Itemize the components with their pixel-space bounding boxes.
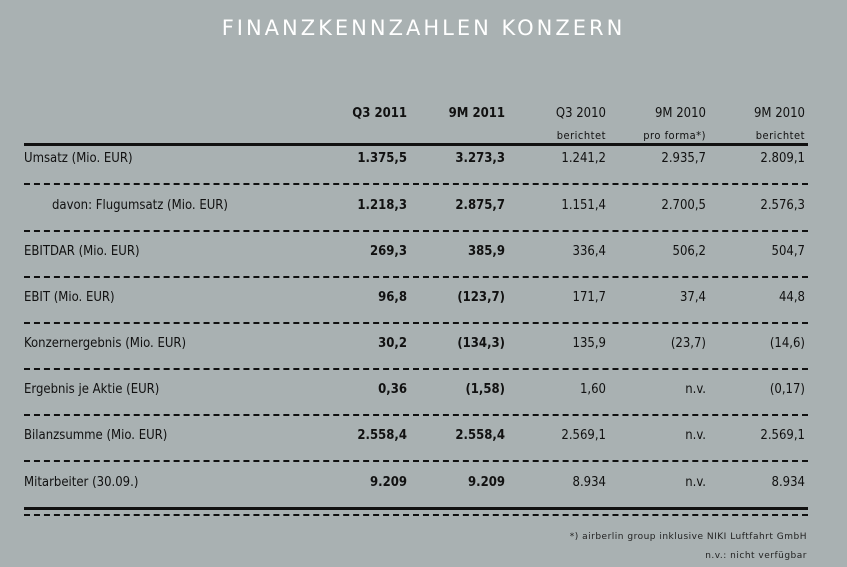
table-cell: 2.558,4 [357,428,407,443]
column-header: 9M 2010 [654,106,706,121]
table-cell: 135,9 [572,336,606,351]
table-cell: 1.151,4 [561,198,606,213]
table-cell: 37,4 [679,290,706,305]
table-cell: (123,7) [457,290,505,305]
row-divider [24,322,808,324]
table-cell: 385,9 [468,244,505,259]
table-cell: 1.375,5 [357,151,407,166]
table-cell: 1,60 [579,382,606,397]
row-divider [24,183,808,185]
table-cell: 8.934 [572,475,606,490]
table-cell: 3.273,3 [455,151,505,166]
table-cell: n.v. [685,382,706,397]
column-subheader: pro forma*) [643,129,706,142]
row-label: EBIT (Mio. EUR) [24,290,115,305]
row-divider [24,414,808,416]
table-cell: 44,8 [778,290,805,305]
table-cell: (14,6) [769,336,805,351]
table-cell: 9.209 [370,475,407,490]
footer-rule [24,507,808,510]
table-cell: 2.875,7 [455,198,505,213]
table-cell: 9.209 [468,475,505,490]
row-label: Bilanzsumme (Mio. EUR) [24,428,168,443]
row-divider [24,460,808,462]
table-cell: (1,58) [465,382,505,397]
row-divider [24,276,808,278]
footer-divider [24,514,808,516]
table-cell: 96,8 [378,290,407,305]
table-cell: (0,17) [769,382,805,397]
column-subheader: berichtet [556,129,606,142]
table-cell: 336,4 [572,244,606,259]
table-cell: 506,2 [672,244,706,259]
table-cell: 2.700,5 [661,198,706,213]
table-cell: 2.576,3 [760,198,805,213]
table-cell: (23,7) [670,336,706,351]
row-label: davon: Flugumsatz (Mio. EUR) [52,198,228,213]
table-cell: 30,2 [378,336,407,351]
table-cell: 2.569,1 [760,428,805,443]
table-cell: 1.241,2 [561,151,606,166]
table-cell: 269,3 [370,244,407,259]
table-cell: n.v. [685,428,706,443]
table-cell: 2.569,1 [561,428,606,443]
table-cell: 1.218,3 [357,198,407,213]
column-header: 9M 2011 [448,106,505,121]
table-cell: n.v. [685,475,706,490]
table-cell: 2.935,7 [661,151,706,166]
table-cell: 0,36 [378,382,407,397]
row-label: Ergebnis je Aktie (EUR) [24,382,160,397]
row-divider [24,230,808,232]
footnote-pro-forma: *) airberlin group inklusive NIKI Luftfa… [569,532,807,542]
row-label: Konzernergebnis (Mio. EUR) [24,336,187,351]
table-cell: 2.558,4 [455,428,505,443]
page-title: FINANZKENNZAHLEN KONZERN [221,16,626,40]
row-label: Mitarbeiter (30.09.) [24,475,139,490]
column-header: 9M 2010 [753,106,805,121]
column-header: Q3 2011 [352,106,407,121]
table-cell: 2.809,1 [760,151,805,166]
header-rule [24,143,808,146]
table-cell: 8.934 [771,475,805,490]
row-divider [24,368,808,370]
table-cell: 171,7 [572,290,606,305]
row-label: EBITDAR (Mio. EUR) [24,244,140,259]
table-cell: 504,7 [771,244,805,259]
column-subheader: berichtet [755,129,805,142]
column-header: Q3 2010 [555,106,606,121]
row-label: Umsatz (Mio. EUR) [24,151,133,166]
table-cell: (134,3) [457,336,505,351]
footnote-nv: n.v.: nicht verfügbar [705,551,807,561]
